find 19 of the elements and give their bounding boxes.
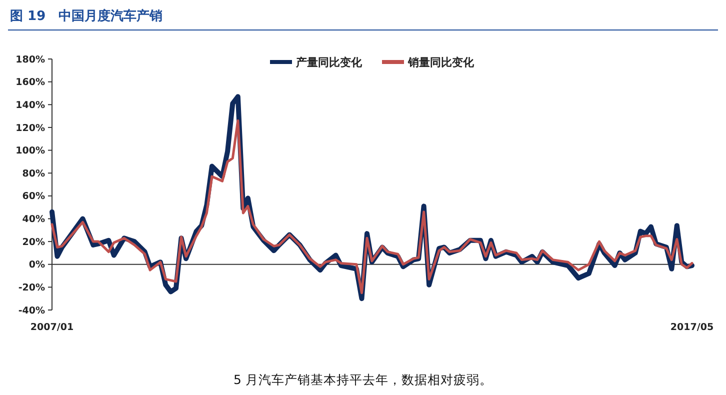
y-tick-label: -20% — [18, 282, 46, 294]
y-tick-label: 160% — [16, 77, 46, 88]
x-tick-label: 2007/01 — [30, 322, 74, 333]
y-tick-label: 140% — [16, 100, 46, 111]
chart-title: 图 19 中国月度汽车产销 — [10, 8, 163, 24]
y-tick-label: 100% — [16, 146, 46, 157]
text: 5 月汽车产销基本持平去年，数据相对疲弱。 — [234, 372, 492, 387]
legend-label: 销量同比变化 — [407, 56, 475, 69]
y-tick-label: 0% — [28, 260, 46, 271]
x-tick-label: 2017/05 — [670, 322, 714, 333]
y-tick-label: -40% — [18, 305, 46, 316]
line-series — [50, 119, 694, 294]
y-tick-label: 120% — [16, 122, 46, 134]
y-tick-label: 20% — [22, 236, 46, 248]
y-tick-label: 180% — [16, 54, 46, 66]
y-tick-label: 60% — [22, 191, 46, 202]
y-tick-label: 80% — [22, 168, 46, 180]
y-tick-label: 40% — [22, 214, 46, 226]
legend-label: 产量同比变化 — [295, 56, 363, 69]
